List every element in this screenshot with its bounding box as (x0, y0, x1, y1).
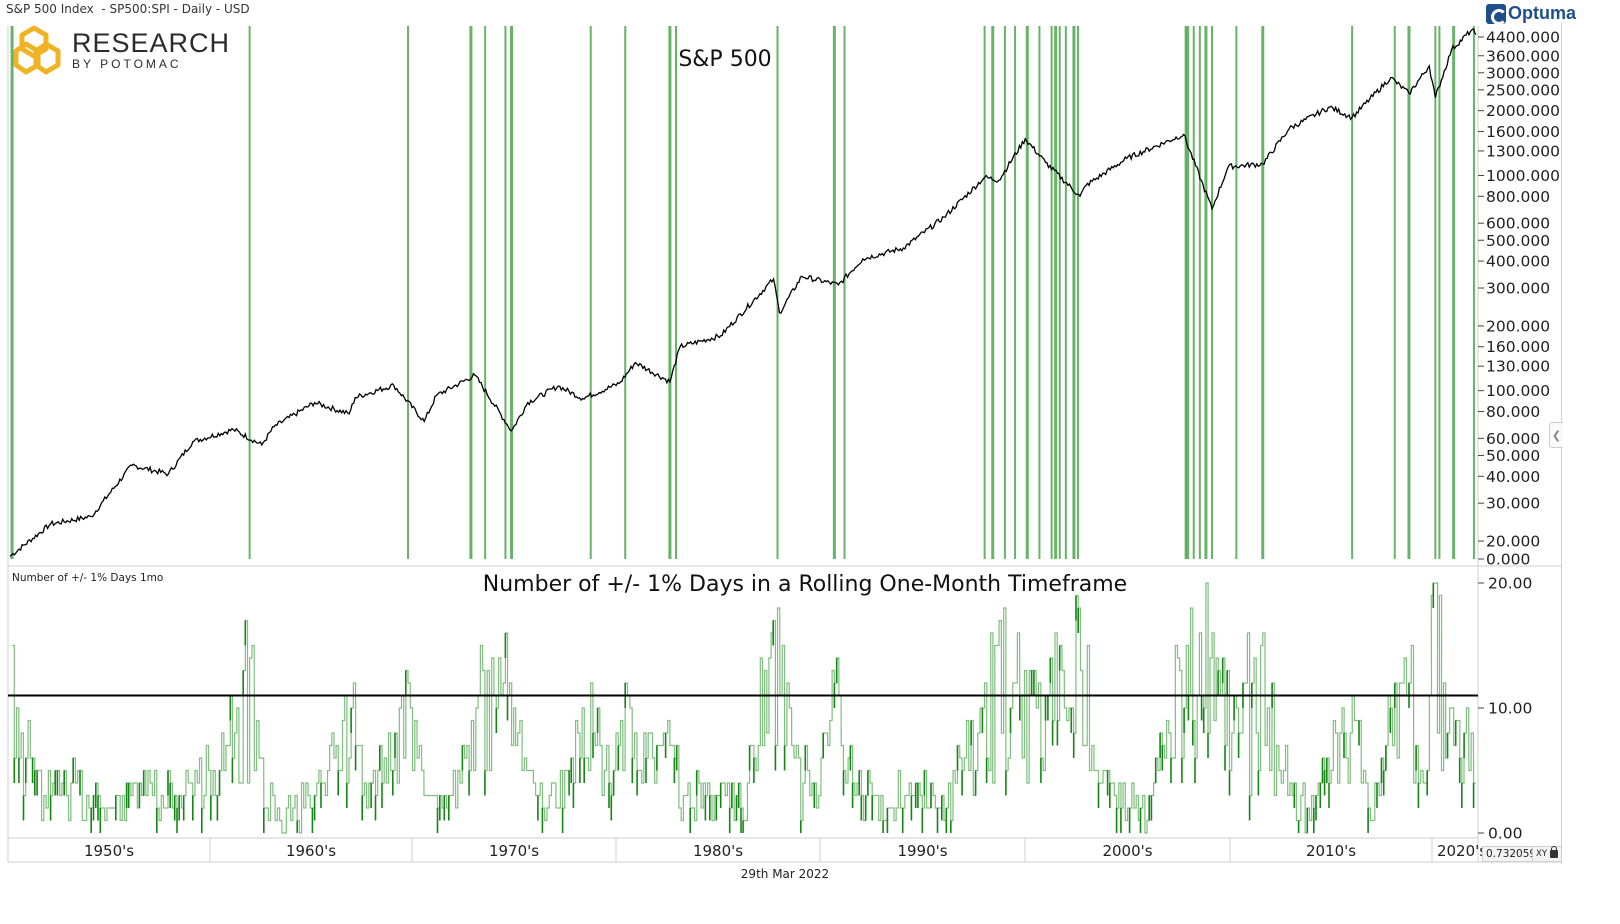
highlight-band (469, 26, 472, 559)
highlight-band (1072, 26, 1075, 559)
price-tick-label: 1300.000 (1486, 142, 1560, 160)
x-axis-decades: 1950's 1960's 1970's 1980's 1990's 2000's 2010… (84, 838, 1487, 862)
price-tick-label: 50.000 (1486, 447, 1540, 465)
decade-label: 1950's (84, 842, 134, 860)
price-tick-label: 500.000 (1486, 232, 1550, 250)
highlight-band (1038, 26, 1040, 559)
chart-canvas[interactable]: 4400.0003600.0003000.0002500.000 2000.000… (0, 0, 1620, 924)
collapse-panel-tab[interactable]: ❮ (1549, 422, 1563, 448)
sp500-price-line[interactable] (10, 29, 1476, 556)
decade-label: 2020's (1437, 842, 1487, 860)
highlight-band (844, 26, 846, 559)
indicator-y-axis: 0.00 10.00 20.00 (1478, 575, 1532, 843)
lock-icon (1550, 850, 1558, 858)
highlight-band (1199, 26, 1201, 559)
highlight-band (484, 26, 486, 559)
highlight-band (1394, 26, 1396, 559)
footer-date: 29th Mar 2022 (0, 867, 1570, 881)
highlight-band (11, 26, 14, 559)
price-tick-label: 4400.000 (1486, 29, 1560, 47)
price-tick-label: 800.000 (1486, 188, 1550, 206)
price-tick-label: 3600.000 (1486, 47, 1560, 65)
highlight-band (991, 26, 994, 559)
highlight-band (249, 26, 251, 559)
highlight-band (1452, 26, 1455, 559)
xy-lock-toggle[interactable]: XY (1533, 847, 1561, 861)
price-tick-label: 300.000 (1486, 279, 1550, 297)
cursor-readout[interactable]: 0.7320599 XY (1482, 846, 1562, 862)
top-panel-title: S&P 500 (678, 47, 771, 72)
high-volatility-highlight-bands (11, 26, 1475, 559)
highlight-band (510, 26, 513, 559)
highlight-band (1059, 26, 1061, 559)
highlight-band (1407, 26, 1410, 559)
indicator-tick-label: 10.00 (1488, 700, 1532, 718)
price-tick-label: 1000.000 (1486, 167, 1560, 185)
price-tick-label: 600.000 (1486, 215, 1550, 233)
decade-label: 1960's (286, 842, 336, 860)
highlight-band (407, 26, 409, 559)
highlight-band (1473, 26, 1475, 559)
highlight-band (1438, 26, 1440, 559)
highlight-band (777, 26, 779, 559)
decade-label: 1970's (489, 842, 539, 860)
highlight-band (1261, 26, 1264, 559)
logo-sub-text: BY POTOMAC (72, 57, 230, 71)
price-tick-label: 400.000 (1486, 253, 1550, 271)
hexagon-logo-icon (12, 24, 66, 76)
indicator-tick-label: 20.00 (1488, 575, 1532, 593)
indicator-panel-label: Number of +/- 1% Days 1mo (12, 572, 163, 584)
price-tick-label: 60.000 (1486, 430, 1540, 448)
indicator-line[interactable] (12, 583, 1476, 833)
highlight-band (984, 26, 986, 559)
price-tick-label: 20.000 (1486, 533, 1540, 551)
highlight-band (675, 26, 677, 559)
price-tick-label: 2000.000 (1486, 102, 1560, 120)
price-tick-label: 3000.000 (1486, 64, 1560, 82)
readout-value: 0.7320599 (1483, 847, 1533, 861)
price-tick-label: 0.000 (1486, 551, 1530, 569)
decade-label: 1990's (897, 842, 947, 860)
decade-label: 2000's (1102, 842, 1152, 860)
highlight-band (1211, 26, 1213, 559)
price-tick-label: 100.000 (1486, 382, 1550, 400)
research-potomac-logo: RESEARCH BY POTOMAC (12, 24, 230, 76)
price-tick-label: 40.000 (1486, 468, 1540, 486)
price-y-axis: 4400.0003600.0003000.0002500.000 2000.000… (1478, 29, 1560, 569)
indicator-line-dense (14, 583, 1473, 833)
highlight-band (624, 26, 626, 559)
price-tick-label: 30.000 (1486, 495, 1540, 513)
price-tick-label: 130.000 (1486, 358, 1550, 376)
highlight-band (1004, 26, 1006, 559)
highlight-band (1065, 26, 1067, 559)
price-tick-label: 2500.000 (1486, 81, 1560, 99)
highlight-band (504, 26, 506, 559)
highlight-band (1235, 26, 1237, 559)
decade-label: 2010's (1306, 842, 1356, 860)
highlight-band (668, 26, 671, 559)
price-tick-label: 80.000 (1486, 403, 1540, 421)
highlight-band (1204, 26, 1207, 559)
highlight-band (1193, 26, 1195, 559)
highlight-band (833, 26, 836, 559)
highlight-band (1434, 26, 1436, 559)
highlight-band (1026, 26, 1029, 559)
price-tick-label: 160.000 (1486, 338, 1550, 356)
xy-label: XY (1536, 849, 1547, 859)
highlight-band (1054, 26, 1057, 559)
price-tick-label: 1600.000 (1486, 123, 1560, 141)
highlight-band (1186, 26, 1189, 559)
highlight-band (1014, 26, 1016, 559)
highlight-band (1351, 26, 1353, 559)
highlight-band (590, 26, 592, 559)
bottom-panel-title: Number of +/- 1% Days in a Rolling One-M… (483, 572, 1127, 597)
indicator-tick-label: 0.00 (1488, 825, 1523, 843)
highlight-band (1077, 26, 1079, 559)
decade-label: 1980's (693, 842, 743, 860)
logo-main-text: RESEARCH (72, 29, 230, 57)
price-tick-label: 200.000 (1486, 317, 1550, 335)
highlight-band (1051, 26, 1053, 559)
chevron-left-icon: ❮ (1552, 429, 1561, 442)
